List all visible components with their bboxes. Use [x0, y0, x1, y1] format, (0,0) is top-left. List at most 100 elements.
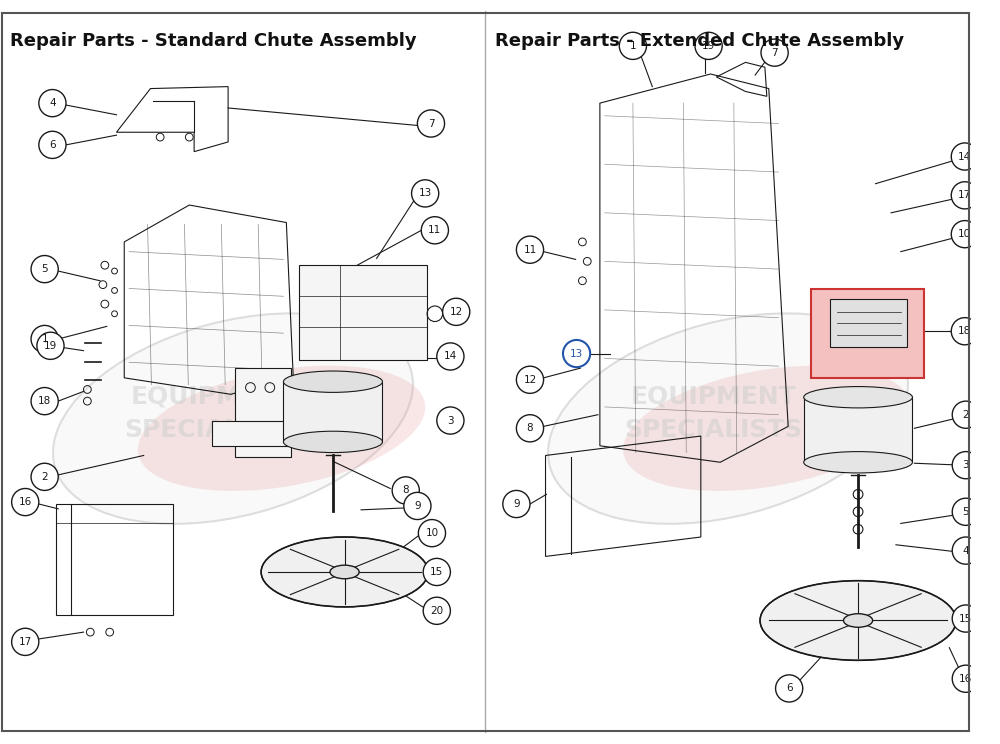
FancyBboxPatch shape: [235, 368, 291, 458]
Text: 9: 9: [414, 501, 421, 511]
Text: 13: 13: [570, 348, 583, 359]
Text: EQUIPMENT
SPECIALISTS: EQUIPMENT SPECIALISTS: [624, 385, 803, 443]
Circle shape: [761, 39, 788, 66]
Circle shape: [31, 388, 58, 414]
Circle shape: [423, 558, 450, 586]
Text: 19: 19: [702, 41, 715, 51]
Circle shape: [951, 318, 978, 344]
Text: 16: 16: [959, 674, 972, 684]
Circle shape: [421, 217, 448, 244]
Text: 17: 17: [19, 637, 32, 647]
Circle shape: [418, 519, 446, 547]
Text: 19: 19: [44, 341, 57, 350]
Text: 4: 4: [963, 545, 969, 556]
Text: 15: 15: [430, 567, 443, 577]
Circle shape: [392, 477, 419, 504]
Circle shape: [417, 110, 445, 137]
Text: 14: 14: [444, 351, 457, 362]
Text: Repair Parts - Standard Chute Assembly: Repair Parts - Standard Chute Assembly: [10, 32, 416, 51]
FancyBboxPatch shape: [804, 397, 912, 462]
Ellipse shape: [804, 387, 912, 408]
Circle shape: [776, 675, 803, 702]
Text: 11: 11: [523, 245, 537, 254]
Text: 1: 1: [630, 41, 636, 51]
Circle shape: [563, 340, 590, 367]
Text: 2: 2: [963, 410, 969, 420]
FancyBboxPatch shape: [212, 420, 340, 446]
FancyBboxPatch shape: [830, 299, 907, 347]
Text: 2: 2: [41, 472, 48, 482]
Text: 9: 9: [513, 499, 520, 509]
Ellipse shape: [760, 581, 956, 660]
Circle shape: [516, 414, 544, 442]
Circle shape: [951, 182, 978, 209]
Text: 14: 14: [958, 152, 971, 161]
Text: 16: 16: [19, 497, 32, 507]
Circle shape: [412, 180, 439, 207]
Circle shape: [952, 452, 979, 479]
Circle shape: [437, 407, 464, 434]
Ellipse shape: [804, 452, 912, 473]
Ellipse shape: [283, 432, 382, 452]
Circle shape: [39, 89, 66, 117]
Text: 15: 15: [959, 614, 972, 623]
Text: 10: 10: [425, 528, 439, 538]
Circle shape: [31, 255, 58, 283]
Ellipse shape: [844, 614, 873, 627]
Ellipse shape: [53, 313, 413, 524]
Circle shape: [31, 464, 58, 490]
Text: 13: 13: [419, 188, 432, 199]
Text: 10: 10: [958, 229, 971, 239]
Circle shape: [423, 597, 450, 624]
Text: 7: 7: [428, 118, 434, 129]
Text: 5: 5: [963, 507, 969, 517]
Ellipse shape: [330, 565, 359, 579]
Circle shape: [39, 131, 66, 158]
Circle shape: [31, 325, 58, 353]
Text: 5: 5: [41, 264, 48, 274]
Text: 4: 4: [49, 98, 56, 108]
Circle shape: [952, 401, 979, 429]
Text: 20: 20: [430, 606, 443, 616]
Text: 1: 1: [41, 334, 48, 344]
Text: 12: 12: [450, 307, 463, 317]
Text: 6: 6: [786, 684, 792, 693]
Text: 18: 18: [958, 326, 971, 336]
Circle shape: [12, 628, 39, 655]
Text: 7: 7: [771, 48, 778, 57]
Circle shape: [695, 32, 722, 60]
FancyBboxPatch shape: [283, 382, 382, 442]
Text: 17: 17: [958, 190, 971, 200]
Circle shape: [404, 493, 431, 519]
FancyBboxPatch shape: [811, 289, 924, 378]
Text: 11: 11: [428, 225, 441, 235]
FancyBboxPatch shape: [299, 265, 427, 360]
Circle shape: [12, 489, 39, 516]
Circle shape: [437, 343, 464, 370]
Circle shape: [503, 490, 530, 518]
Text: EQUIPMENT
SPECIALISTS: EQUIPMENT SPECIALISTS: [124, 385, 303, 443]
Circle shape: [443, 298, 470, 325]
Circle shape: [619, 32, 646, 60]
Circle shape: [951, 220, 978, 248]
Ellipse shape: [261, 537, 428, 607]
Text: 3: 3: [447, 416, 454, 426]
Ellipse shape: [283, 371, 382, 392]
Circle shape: [952, 537, 979, 564]
Circle shape: [951, 143, 978, 170]
Ellipse shape: [138, 365, 425, 491]
Text: 8: 8: [402, 485, 409, 496]
Text: 12: 12: [523, 375, 537, 385]
Text: 3: 3: [963, 461, 969, 470]
Ellipse shape: [548, 313, 908, 524]
Circle shape: [516, 236, 544, 263]
Circle shape: [516, 366, 544, 394]
Text: 6: 6: [49, 140, 56, 150]
Text: Repair Parts - Extended Chute Assembly: Repair Parts - Extended Chute Assembly: [495, 32, 904, 51]
Ellipse shape: [623, 365, 911, 491]
Text: 8: 8: [527, 423, 533, 433]
Circle shape: [952, 665, 979, 693]
Circle shape: [952, 498, 979, 525]
Text: 18: 18: [38, 396, 51, 406]
Circle shape: [37, 333, 64, 359]
